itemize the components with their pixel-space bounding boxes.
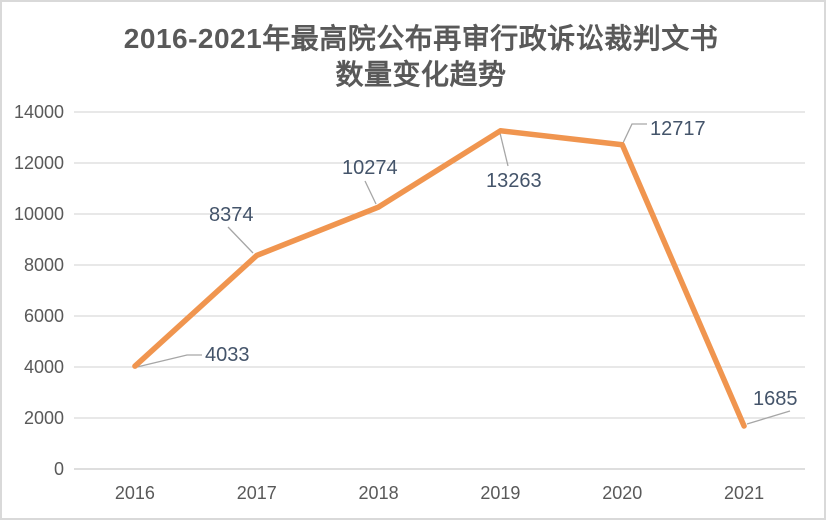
- gridlines: [74, 111, 805, 470]
- series-line: [132, 128, 747, 429]
- leader-line: [227, 226, 254, 254]
- chart-title-line-2: 数量变化趋势: [335, 59, 507, 90]
- y-tick-label: 0: [54, 459, 64, 479]
- leader-line: [622, 123, 647, 144]
- y-tick-label: 6000: [24, 306, 64, 326]
- y-tick-label: 14000: [14, 102, 64, 122]
- chart-title: 2016-2021年最高院公布再审行政诉讼裁判文书 数量变化趋势: [18, 21, 824, 93]
- y-tick-label: 2000: [24, 408, 64, 428]
- x-tick-label: 2021: [724, 483, 764, 503]
- x-axis-labels: 2016 2017 2018 2019 2020 2021: [115, 483, 764, 503]
- x-tick-label: 2016: [115, 483, 155, 503]
- x-tick-label: 2017: [237, 483, 277, 503]
- x-tick-label: 2018: [359, 483, 399, 503]
- data-label: 13263: [486, 170, 542, 192]
- leader-line: [136, 354, 202, 368]
- y-axis-labels: 0 2000 4000 6000 8000 10000 12000 14000: [14, 102, 64, 479]
- y-tick-label: 12000: [14, 153, 64, 173]
- data-label: 4033: [205, 344, 250, 366]
- x-tick-label: 2019: [480, 483, 520, 503]
- data-labels: 4033 8374 10274 13263 12717 1685: [205, 118, 798, 410]
- leader-line: [746, 410, 791, 425]
- y-tick-label: 10000: [14, 204, 64, 224]
- y-tick-label: 8000: [24, 255, 64, 275]
- data-label: 8374: [209, 204, 254, 226]
- chart-title-line-1: 2016-2021年最高院公布再审行政诉讼裁判文书: [123, 23, 719, 54]
- leader-line: [499, 132, 509, 167]
- x-tick-label: 2020: [602, 483, 642, 503]
- data-label: 10274: [342, 157, 398, 179]
- y-tick-label: 4000: [24, 357, 64, 377]
- data-label: 1685: [753, 388, 798, 410]
- data-label: 12717: [650, 118, 706, 140]
- leader-lines: [136, 123, 791, 425]
- leader-line: [364, 180, 377, 205]
